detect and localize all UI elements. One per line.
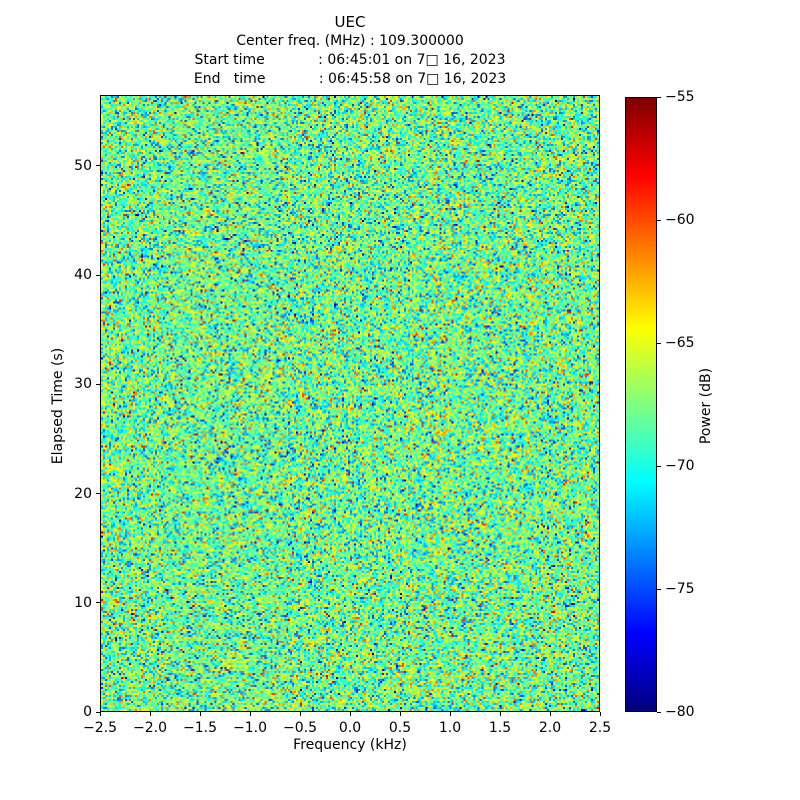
- x-tick-label: −0.5: [283, 720, 317, 736]
- colorbar-tick-label: −80: [665, 704, 695, 720]
- colorbar-tick-mark: [657, 711, 661, 713]
- x-tick-mark: [449, 712, 451, 716]
- x-tick-label: −2.5: [83, 720, 117, 736]
- colorbar-tick-mark: [657, 219, 661, 221]
- colorbar-tick-mark: [657, 588, 661, 590]
- y-tick-mark: [96, 165, 100, 167]
- spectrogram-heatmap: [101, 96, 599, 711]
- colorbar-tick-label: −75: [665, 581, 695, 597]
- title-block: UEC Center freq. (MHz) : 109.300000 Star…: [100, 13, 600, 89]
- x-tick-label: −1.0: [233, 720, 267, 736]
- x-tick-label: −1.5: [183, 720, 217, 736]
- x-tick-mark: [399, 712, 401, 716]
- x-tick-mark: [349, 712, 351, 716]
- y-tick-label: 10: [74, 594, 92, 611]
- y-tick-label: 0: [83, 704, 92, 720]
- x-tick-label: −2.0: [133, 720, 167, 736]
- x-tick-mark: [299, 712, 301, 716]
- colorbar-gradient: [626, 98, 656, 711]
- start-time-line: Start time : 06:45:01 on 7□ 16, 2023: [194, 52, 506, 68]
- center-freq-line: Center freq. (MHz) : 109.300000: [236, 33, 464, 49]
- y-tick-label: 30: [74, 376, 92, 393]
- chart-title: UEC: [334, 13, 366, 31]
- plot-area: [100, 95, 600, 712]
- y-tick-label: 50: [74, 157, 92, 174]
- x-tick-label: 0.5: [388, 720, 412, 736]
- end-time-line: End time : 06:45:58 on 7□ 16, 2023: [193, 71, 507, 87]
- x-tick-mark: [149, 712, 151, 716]
- colorbar-tick-mark: [657, 465, 661, 467]
- colorbar: [625, 97, 657, 712]
- x-tick-mark: [599, 712, 601, 716]
- y-tick-mark: [96, 493, 100, 495]
- y-tick-mark: [96, 383, 100, 385]
- colorbar-tick-label: −70: [665, 458, 695, 474]
- x-tick-label: 1.0: [438, 720, 462, 736]
- y-tick-mark: [96, 711, 100, 713]
- colorbar-tick-label: −60: [665, 212, 695, 228]
- y-tick-mark: [96, 274, 100, 276]
- colorbar-tick-mark: [657, 96, 661, 98]
- x-tick-label: 2.5: [588, 720, 612, 736]
- x-tick-mark: [199, 712, 201, 716]
- colorbar-tick-mark: [657, 342, 661, 344]
- x-tick-mark: [99, 712, 101, 716]
- colorbar-tick-label: −55: [665, 89, 695, 105]
- x-tick-mark: [549, 712, 551, 716]
- y-tick-label: 20: [74, 485, 92, 502]
- y-axis-label-text: Elapsed Time (s): [50, 347, 66, 465]
- colorbar-label-text: Power (dB): [698, 367, 714, 445]
- x-tick-mark: [249, 712, 251, 716]
- y-tick-mark: [96, 602, 100, 604]
- y-tick-label: 40: [74, 267, 92, 284]
- colorbar-tick-label: −65: [665, 335, 695, 351]
- x-axis-label: Frequency (kHz): [293, 737, 407, 753]
- x-tick-label: 0.0: [338, 720, 362, 736]
- x-tick-label: 2.0: [538, 720, 562, 736]
- x-tick-label: 1.5: [488, 720, 512, 736]
- x-tick-mark: [499, 712, 501, 716]
